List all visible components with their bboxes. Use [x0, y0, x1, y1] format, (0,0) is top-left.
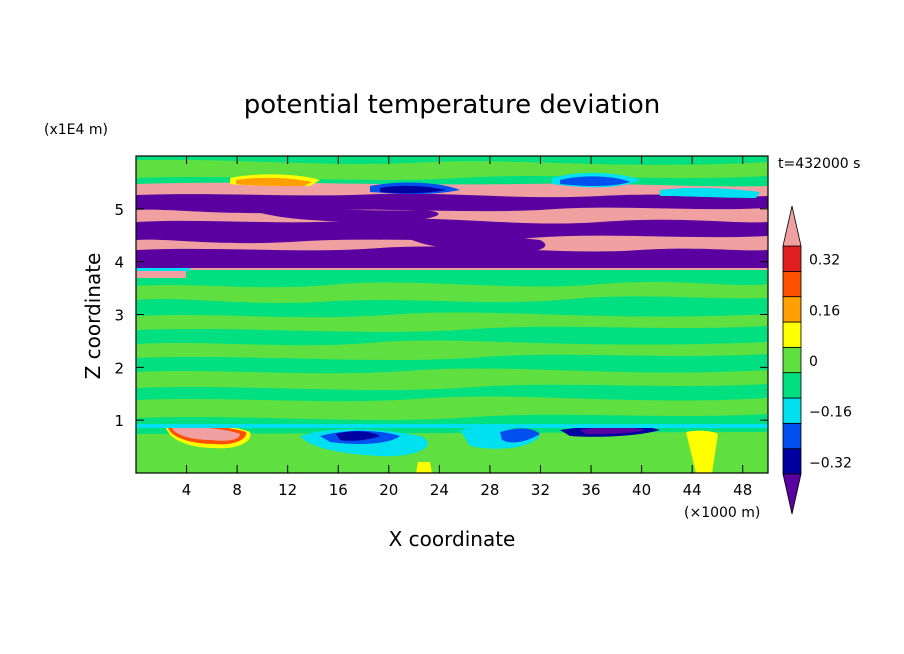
lower-positive-patch — [136, 424, 768, 473]
x-tick-label: 4 — [182, 481, 192, 499]
x-tick-label: 12 — [278, 481, 297, 499]
y-axis-label: Z coordinate — [81, 253, 105, 380]
x-axis-label: X coordinate — [389, 527, 516, 551]
upper-layers — [136, 182, 768, 270]
colorbar-box — [782, 346, 802, 374]
x-unit-label: (×1000 m) — [684, 505, 760, 521]
x-tick-label: 32 — [531, 481, 550, 499]
x-tick-label: 48 — [733, 481, 752, 499]
y-axis: 1 2 3 4 5 — [114, 201, 768, 430]
colorbar-box — [782, 245, 802, 272]
y-tick-label: 4 — [114, 254, 124, 272]
colorbar-box — [782, 321, 802, 348]
y-tick-label: 2 — [114, 359, 124, 377]
chart-title: potential temperature deviation — [244, 90, 660, 120]
colorbar-label: −0.16 — [809, 405, 852, 421]
y-tick-label: 3 — [114, 307, 124, 325]
x-tick-label: 16 — [329, 481, 348, 499]
colorbar-extend-bottom — [782, 473, 802, 515]
colorbar-box — [782, 270, 802, 298]
y-unit-label: (x1E4 m) — [44, 122, 108, 138]
colorbar-box — [782, 448, 802, 475]
colorbar-box — [782, 296, 802, 323]
y-tick-label: 1 — [114, 412, 124, 430]
colorbar-box — [782, 397, 802, 424]
lightgreen-bands — [136, 159, 768, 473]
colorbar: 0.32 0.16 0 −0.16 −0.32 — [782, 205, 852, 515]
y-tick-label: 5 — [114, 201, 124, 219]
x-tick-label: 28 — [480, 481, 499, 499]
lower-negative-patches — [300, 425, 660, 457]
x-tick-label: 8 — [232, 481, 242, 499]
time-label: t=432000 s — [778, 156, 860, 172]
colorbar-label: −0.32 — [809, 455, 852, 471]
colorbar-extend-top — [782, 205, 802, 247]
x-axis: 4 8 12 16 20 24 28 32 36 40 44 48 — [182, 156, 752, 499]
plot-area — [136, 156, 768, 473]
colorbar-box — [782, 422, 802, 450]
colorbar-label: 0.16 — [809, 303, 840, 319]
x-tick-label: 44 — [683, 481, 702, 499]
colorbar-box — [782, 372, 802, 399]
colorbar-label: 0.32 — [809, 253, 840, 269]
x-tick-label: 40 — [632, 481, 651, 499]
x-tick-label: 36 — [581, 481, 600, 499]
top-streaks — [136, 172, 760, 278]
x-tick-label: 20 — [379, 481, 398, 499]
colorbar-label: 0 — [809, 354, 818, 370]
x-tick-label: 24 — [430, 481, 449, 499]
